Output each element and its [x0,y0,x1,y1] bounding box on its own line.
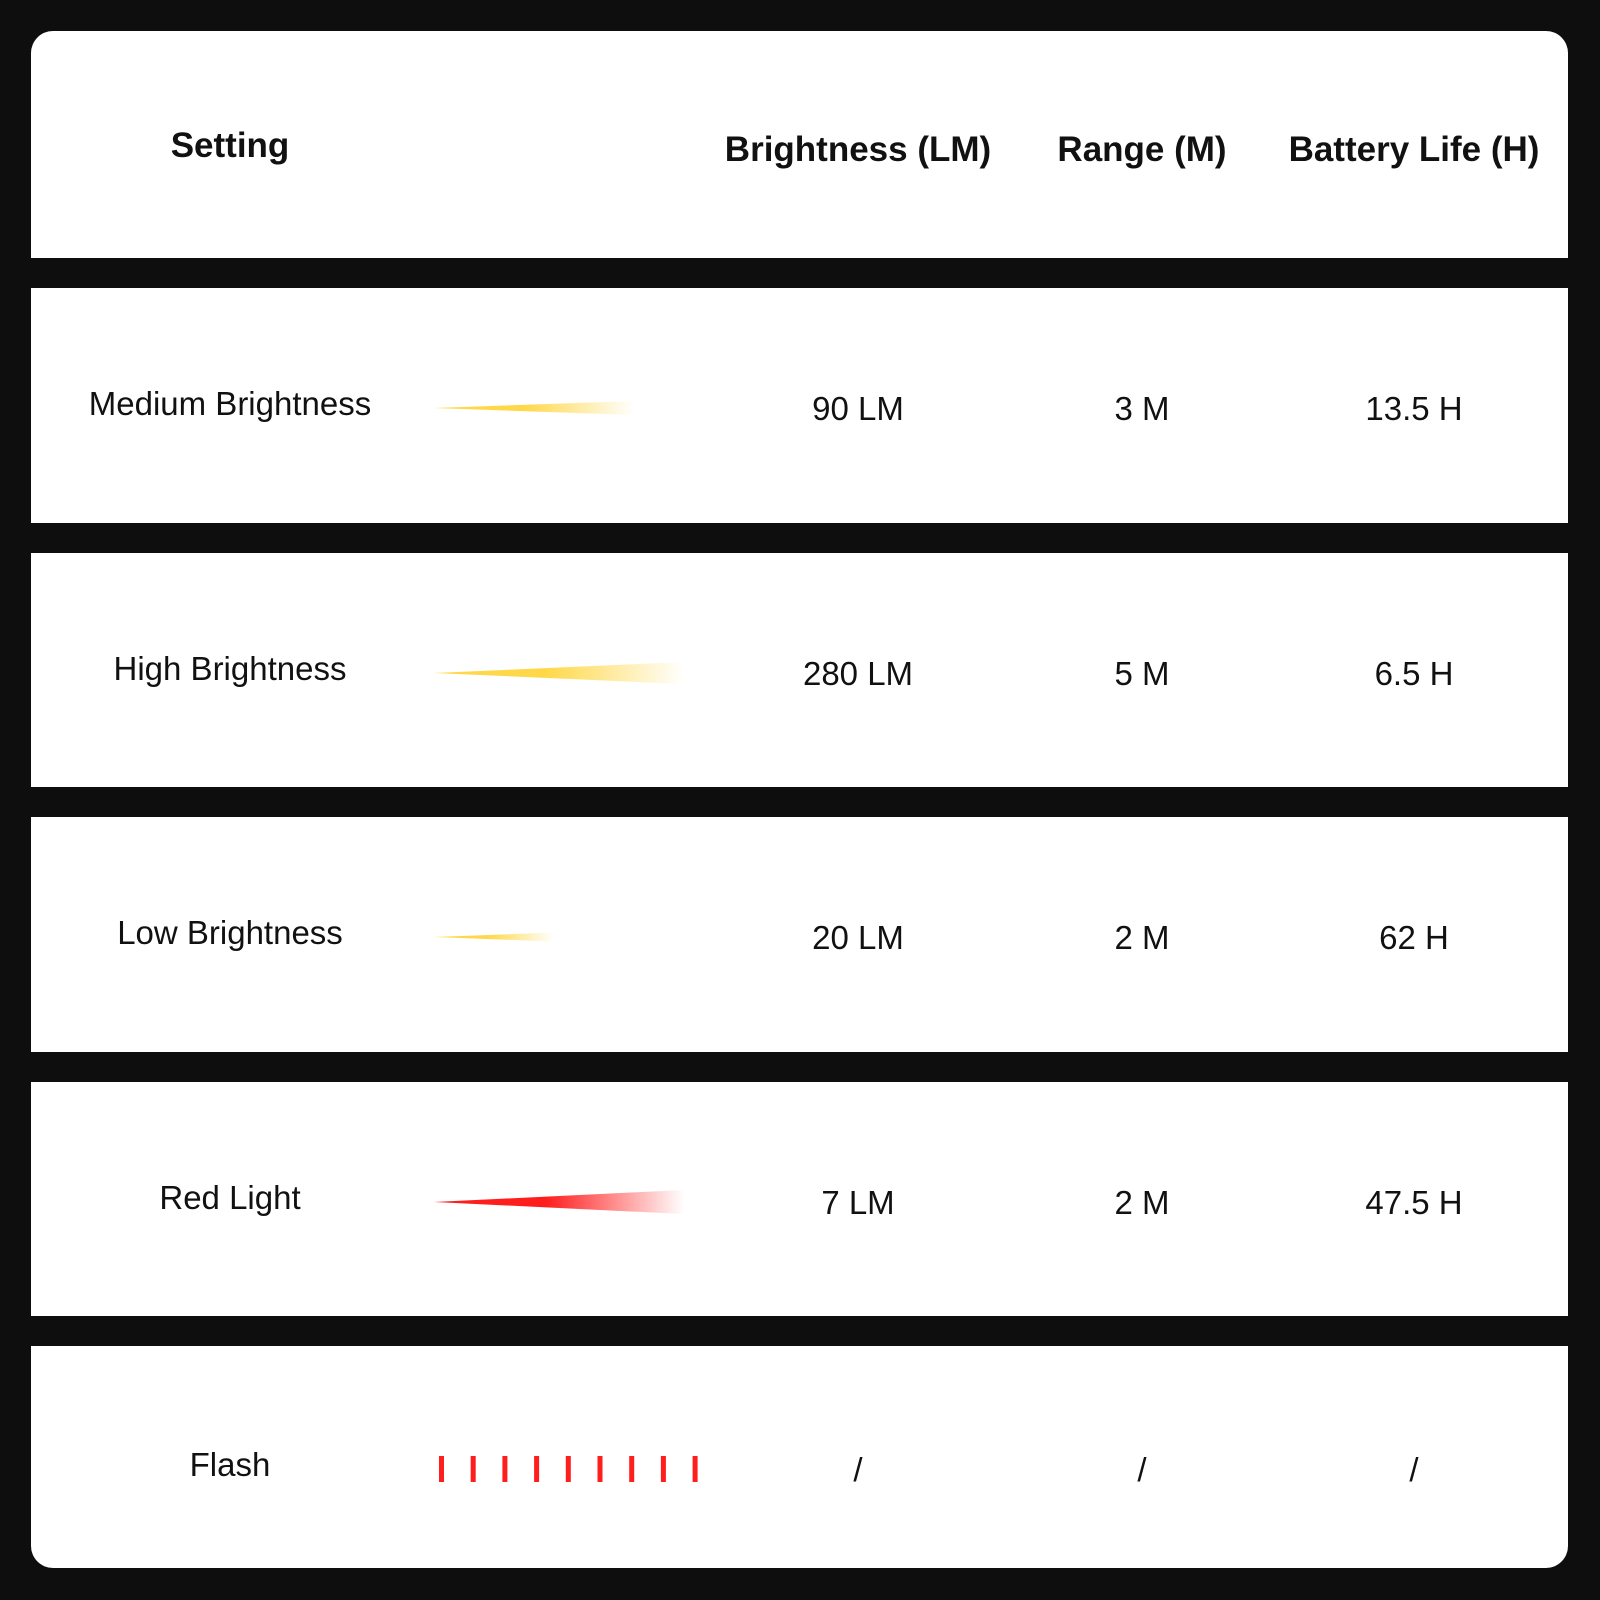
cell-battery: 13.5 H [1365,390,1463,427]
header-range: Range (M) [1057,130,1227,169]
beam-shape [434,662,684,684]
table-row: Low Brightness 20 LM 2 M 62 H [31,817,1568,1052]
cell-setting: Red Light [159,1179,301,1216]
cell-range: 3 M [1114,390,1170,427]
red-beam-icon [434,1190,684,1214]
cell-range: 2 M [1114,1184,1170,1221]
cell-brightness: / [853,1451,863,1488]
table-header: Setting Brightness (LM) Range (M) Batter… [31,31,1568,258]
cell-brightness: 280 LM [802,655,914,692]
table-row: Flash / / / [31,1346,1568,1568]
cell-setting: Medium Brightness [88,385,372,422]
yellow-beam-icon [434,932,554,942]
cell-setting: High Brightness [113,650,347,687]
header-setting: Setting [170,126,290,165]
flash-bar [660,1456,666,1482]
flash-bar [534,1456,540,1482]
cell-range: 2 M [1114,919,1170,956]
flash-bar [470,1456,476,1482]
header-brightness: Brightness (LM) [724,130,992,169]
flash-bars-icon [439,1456,698,1482]
cell-brightness: 90 LM [812,390,904,427]
beam-shape [434,1190,684,1214]
cell-setting: Flash [189,1446,271,1483]
cell-battery: 62 H [1379,919,1449,956]
yellow-beam-icon [434,401,634,415]
yellow-beam-icon [434,662,684,684]
cell-brightness: 7 LM [821,1184,895,1221]
flash-bar [565,1456,571,1482]
flash-bar [629,1456,635,1482]
flash-bar [502,1456,508,1482]
beam-shape [434,932,554,942]
cell-range: 5 M [1114,655,1170,692]
header-battery: Battery Life (H) [1288,130,1540,169]
flash-bar [692,1456,698,1482]
flash-bar [597,1456,603,1482]
cell-battery: / [1409,1451,1419,1488]
table-row: Red Light 7 LM 2 M 47.5 H [31,1082,1568,1316]
cell-setting: Low Brightness [117,914,343,951]
cell-battery: 47.5 H [1365,1184,1463,1221]
table-row: Medium Brightness 90 LM 3 M 13.5 H [31,288,1568,523]
table-row: High Brightness 280 LM 5 M 6.5 H [31,553,1568,787]
cell-battery: 6.5 H [1374,655,1454,692]
flash-bar [439,1456,444,1482]
beam-shape [434,401,634,415]
cell-range: / [1137,1451,1147,1488]
cell-brightness: 20 LM [812,919,904,956]
